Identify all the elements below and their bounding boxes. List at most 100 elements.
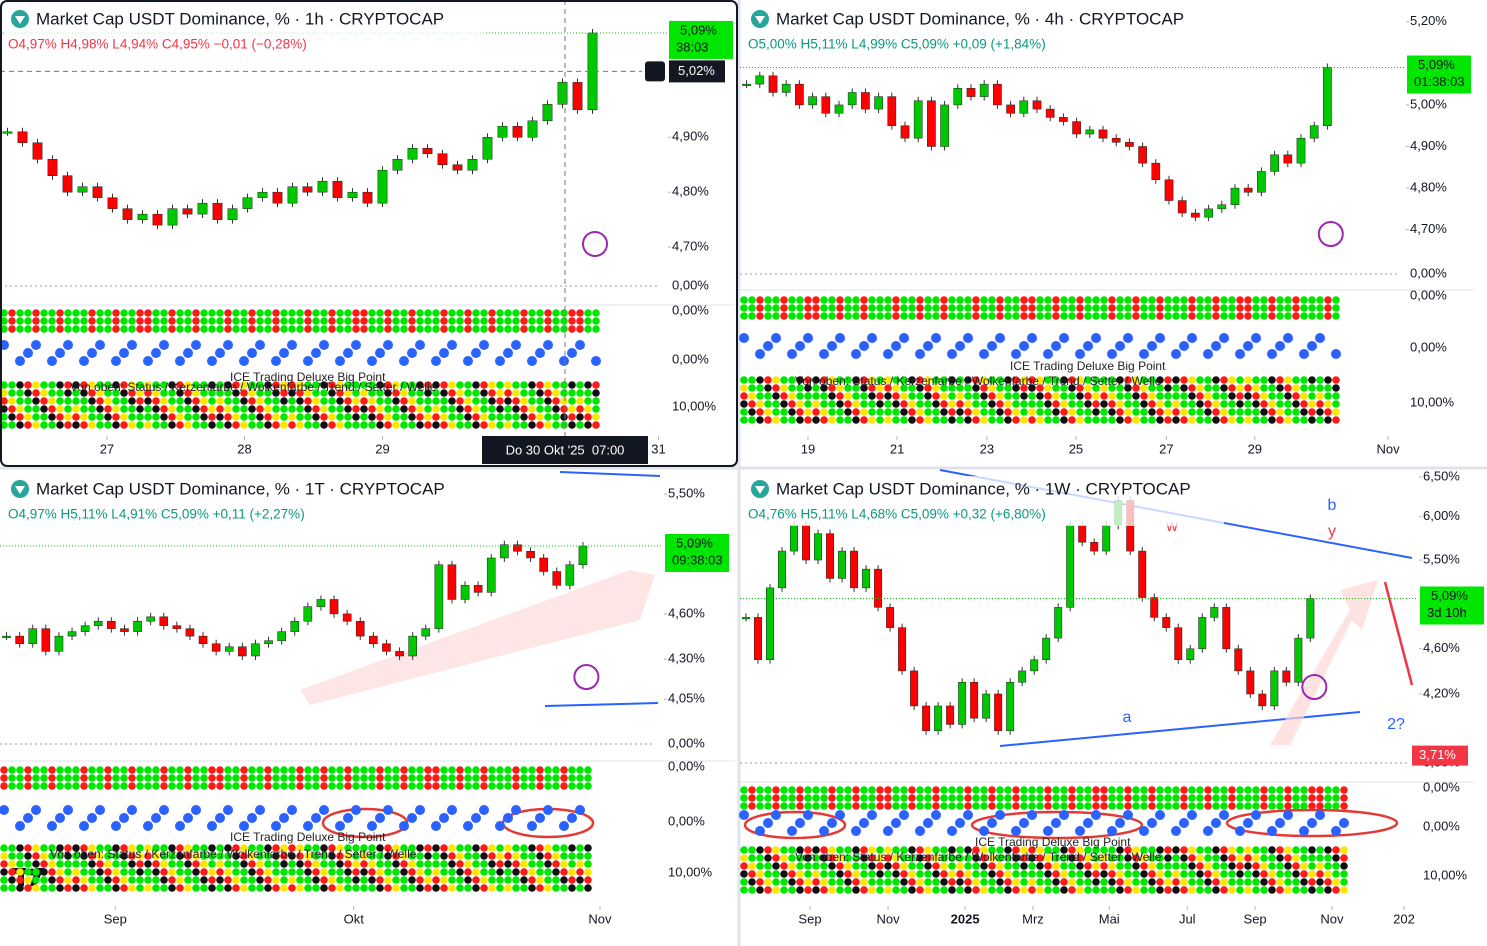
indicator-dot [344,868,352,876]
indicator-dot [1036,786,1044,794]
indicator-dot [1187,810,1197,820]
indicator-dot [383,805,393,815]
indicator-dot [384,844,392,852]
indicator-dot [480,844,488,852]
indicator-dot [1076,312,1084,320]
indicator-dot [480,884,488,892]
indicator-dot [520,782,528,790]
candle [211,643,221,652]
candle [1019,100,1029,114]
indicator-dot [248,876,256,884]
indicator-dot [304,860,312,868]
indicator-dot [160,782,168,790]
indicator-dot [592,397,600,405]
indicator-dot [1324,312,1332,320]
indicator-dot [860,416,868,424]
indicator-dot [1244,886,1252,894]
indicator-dot [576,389,584,397]
indicator-dot [320,860,328,868]
indicator-dot [1212,408,1220,416]
indicator-dot [496,876,504,884]
indicator-dot [64,325,72,333]
indicator-dot [1068,376,1076,384]
indicator-dot [48,860,56,868]
indicator-dot [392,844,400,852]
indicator-dot [772,846,780,854]
indicator-dot [1284,870,1292,878]
indicator-dot [24,876,32,884]
indicator-dot [336,421,344,429]
indicator-dot [748,870,756,878]
indicator-dot [408,421,416,429]
indicator-dot [1020,878,1028,886]
indicator-dot [160,766,168,774]
indicator-dot [1292,312,1300,320]
indicator-dot [184,381,192,389]
indicator-dot [1044,312,1052,320]
indicator-dot [416,852,424,860]
indicator-dot [456,405,464,413]
indicator-dot [272,868,280,876]
indicator-dot [208,405,216,413]
indicator-dot [128,868,136,876]
indicator-dot [104,774,112,782]
indicator-dot [264,325,272,333]
indicator-dot [16,782,24,790]
indicator-dot [320,766,328,774]
indicator-dot [120,397,128,405]
indicator-dot [748,408,756,416]
indicator-dot [828,296,836,304]
indicator-dot [96,317,104,325]
indicator-dot [255,340,265,350]
indicator-dot [932,886,940,894]
candle [1042,637,1051,660]
indicator-dot [1004,846,1012,854]
header-bg [744,6,1224,56]
candle [28,628,38,644]
indicator-dot [1012,854,1020,862]
indicator-dot [1172,886,1180,894]
indicator-dot [1300,870,1308,878]
indicator-dot [24,389,32,397]
indicator-dot [512,381,520,389]
indicator-dot [552,876,560,884]
indicator-dot [128,421,136,429]
indicator-dot [1044,408,1052,416]
indicator-dot [1140,384,1148,392]
indicator-dot [1084,802,1092,810]
indicator-dot [304,868,312,876]
indicator-dot [748,384,756,392]
indicator-dot [8,876,16,884]
indicator-dot [528,397,536,405]
indicator-dot [1220,400,1228,408]
indicator-dot [15,821,25,831]
indicator-dot [536,766,544,774]
indicator-dot [740,794,748,802]
indicator-dot [1220,854,1228,862]
indicator-dot [16,389,24,397]
indicator-dot [900,802,908,810]
indicator-dot [464,405,472,413]
indicator-dot [464,844,472,852]
indicator-dot [1116,854,1124,862]
indicator-dot [1140,296,1148,304]
indicator-dot [740,408,748,416]
indicator-dot [812,376,820,384]
indicator-dot [1244,802,1252,810]
indicator-dot [1316,846,1324,854]
candle [41,628,51,652]
indicator-dot [1164,304,1172,312]
add-button [645,61,665,82]
indicator-dot [584,389,592,397]
indicator-dot [240,844,248,852]
indicator-dot [1228,400,1236,408]
indicator-dot [536,381,544,389]
indicator-dot [908,376,916,384]
indicator-dot [748,854,756,862]
indicator-dot [1052,802,1060,810]
indicator-dot [1228,846,1236,854]
indicator-dot [1100,312,1108,320]
indicator-dot [264,381,272,389]
indicator-dot [1140,376,1148,384]
indicator-dot [1148,296,1156,304]
